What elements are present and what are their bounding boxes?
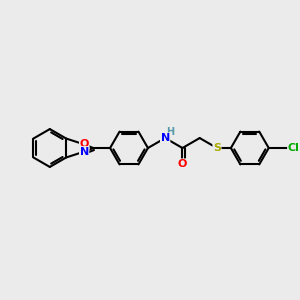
Text: O: O (178, 159, 187, 169)
Text: S: S (213, 143, 221, 153)
Text: H: H (166, 127, 174, 137)
Text: O: O (80, 140, 89, 149)
Text: Cl: Cl (288, 143, 300, 153)
Text: N: N (80, 147, 89, 157)
Text: N: N (160, 133, 170, 143)
